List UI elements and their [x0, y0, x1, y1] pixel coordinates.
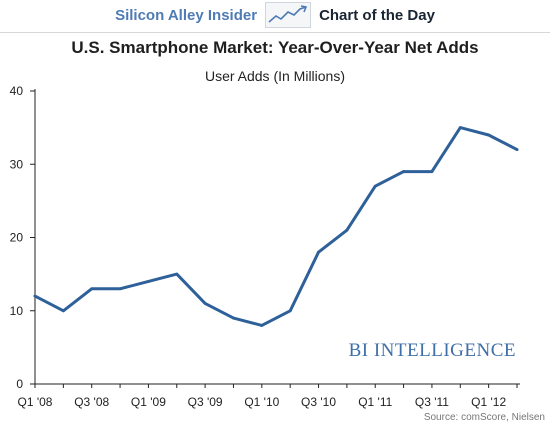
- data-point: [147, 280, 150, 283]
- x-tick-label: Q1 '12: [471, 395, 506, 409]
- data-point: [175, 272, 179, 276]
- data-point: [260, 324, 264, 327]
- brand-name: Silicon Alley Insider: [115, 6, 258, 24]
- data-point: [61, 309, 65, 313]
- data-point: [90, 287, 94, 291]
- data-point: [33, 294, 37, 298]
- data-point: [317, 250, 320, 254]
- chart-axes: [30, 89, 520, 388]
- x-tick-label: Q3 '10: [301, 395, 336, 409]
- y-tick-label: 20: [10, 231, 24, 245]
- trend-chart-icon: [265, 2, 312, 28]
- data-point: [515, 148, 519, 152]
- series-line: [33, 126, 519, 327]
- x-tick-label: Q3 '11: [415, 395, 449, 409]
- x-tick-label: Q1 '10: [244, 395, 279, 409]
- chart-of-the-day-banner: Silicon Alley Insider Chart of the Day: [0, 0, 550, 30]
- source-note: Source: comScore, Nielsen: [424, 412, 545, 423]
- data-point: [232, 316, 235, 320]
- chart-title: U.S. Smartphone Market: Year-Over-Year N…: [71, 38, 479, 57]
- data-point: [203, 302, 207, 305]
- data-point: [458, 126, 462, 130]
- banner-divider: [0, 32, 550, 33]
- chart-of-the-day-label: Chart of the Day: [319, 6, 435, 24]
- x-tick-label: Q3 '09: [188, 395, 223, 409]
- data-point: [402, 170, 405, 173]
- x-tick-labels: Q1 '08 Q3 '08 Q1 '09 Q3 '09 Q1 '10 Q3 '10 Q1 '…: [18, 395, 507, 409]
- x-tick-label: Q3 '08: [74, 395, 109, 409]
- bi-intelligence-watermark: BI INTELLIGENCE: [349, 340, 516, 361]
- y-tick-label: 0: [16, 377, 23, 391]
- data-point: [487, 133, 491, 137]
- y-tick-label: 10: [10, 304, 24, 318]
- data-point: [430, 170, 434, 173]
- chart-subtitle: User Adds (In Millions): [204, 68, 346, 84]
- x-tick-label: Q1 '08: [18, 395, 53, 409]
- data-point: [373, 184, 377, 188]
- series-group: [33, 126, 519, 327]
- y-tick-labels: 0 10 20 30 40: [10, 84, 24, 391]
- data-point: [288, 309, 292, 313]
- data-point: [118, 287, 122, 291]
- data-point: [345, 228, 349, 232]
- y-tick-label: 40: [10, 84, 24, 98]
- x-tick-label: Q1 '11: [358, 395, 392, 409]
- x-tick-label: Q1 '09: [131, 395, 166, 409]
- y-tick-label: 30: [10, 157, 24, 171]
